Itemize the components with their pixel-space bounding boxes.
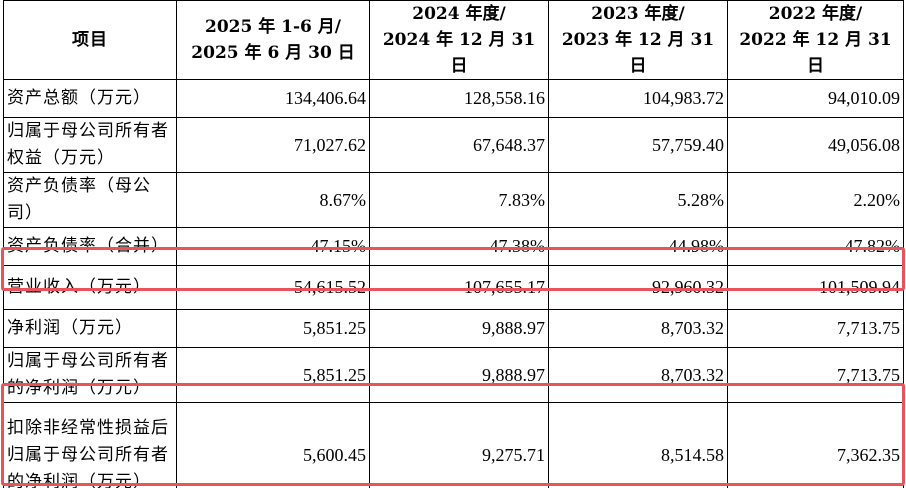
cell-2024: 9,888.97 <box>369 309 549 348</box>
cell-2023: 104,983.72 <box>548 79 728 118</box>
header-period-2025: 2025 年 1-6 月/ 2025 年 6 月 30 日 <box>176 0 370 80</box>
cell-2025: 47.15% <box>176 227 370 266</box>
table-row-net-profit: 净利润（万元） 5,851.25 9,888.97 8,703.32 7,713… <box>3 309 904 348</box>
cell-2023: 57,759.40 <box>548 117 728 173</box>
table-row-adjusted-parent-net-profit: 扣除非经常性损益后归属于母公司所有者的净利润（万元） 5,600.45 9,27… <box>3 402 904 488</box>
header-2024-line2: 2024 年 12 月 31 日 <box>382 30 536 76</box>
header-2023-line2: 2023 年 12 月 31 日 <box>561 30 715 76</box>
cell-2022: 101,509.94 <box>727 265 904 310</box>
cell-2022: 7,713.75 <box>727 347 904 403</box>
cell-2022: 7,713.75 <box>727 309 904 348</box>
cell-2024: 7.83% <box>369 172 549 228</box>
table-row-revenue: 营业收入（万元） 54,615.52 107,655.17 92,960.32 … <box>3 265 904 310</box>
table-row-parent-equity: 归属于母公司所有者权益（万元） 71,027.62 67,648.37 57,7… <box>3 117 904 173</box>
cell-2023: 8,514.58 <box>548 402 728 488</box>
header-2022-line1: 2022 年度/ <box>768 4 863 24</box>
cell-2022: 7,362.35 <box>727 402 904 488</box>
header-row: 项目 2025 年 1-6 月/ 2025 年 6 月 30 日 2024 年度… <box>3 0 904 80</box>
row-label: 归属于母公司所有者权益（万元） <box>3 117 177 173</box>
cell-2025: 54,615.52 <box>176 265 370 310</box>
table-row-total-assets: 资产总额（万元） 134,406.64 128,558.16 104,983.7… <box>3 79 904 118</box>
cell-2024: 9,888.97 <box>369 347 549 403</box>
cell-2023: 44.98% <box>548 227 728 266</box>
cell-2023: 5.28% <box>548 172 728 228</box>
header-period-2023: 2023 年度/ 2023 年 12 月 31 日 <box>548 0 728 80</box>
cell-2025: 134,406.64 <box>176 79 370 118</box>
header-2025-line2: 2025 年 6 月 30 日 <box>191 43 355 63</box>
cell-2023: 92,960.32 <box>548 265 728 310</box>
row-label: 资产负债率（母公司） <box>3 172 177 228</box>
cell-2025: 5,600.45 <box>176 402 370 488</box>
cell-2025: 5,851.25 <box>176 309 370 348</box>
cell-2025: 5,851.25 <box>176 347 370 403</box>
cell-2024: 47.38% <box>369 227 549 266</box>
cell-2025: 8.67% <box>176 172 370 228</box>
row-label: 净利润（万元） <box>3 309 177 348</box>
cell-2024: 67,648.37 <box>369 117 549 173</box>
header-period-2024: 2024 年度/ 2024 年 12 月 31 日 <box>369 0 549 80</box>
row-label: 资产总额（万元） <box>3 79 177 118</box>
table-row-debt-ratio-consolidated: 资产负债率（合并） 47.15% 47.38% 44.98% 47.82% <box>3 227 904 266</box>
header-2025-line1: 2025 年 1-6 月/ <box>205 17 341 37</box>
header-period-2022: 2022 年度/ 2022 年 12 月 31 日 <box>727 0 904 80</box>
header-item: 项目 <box>3 0 177 80</box>
header-2024-line1: 2024 年度/ <box>412 4 506 24</box>
cell-2022: 49,056.08 <box>727 117 904 173</box>
row-label: 归属于母公司所有者的净利润（万元） <box>3 347 177 403</box>
row-label: 营业收入（万元） <box>3 265 177 310</box>
cell-2024: 128,558.16 <box>369 79 549 118</box>
cell-2024: 107,655.17 <box>369 265 549 310</box>
row-label: 扣除非经常性损益后归属于母公司所有者的净利润（万元） <box>3 402 177 488</box>
header-2023-line1: 2023 年度/ <box>591 4 685 24</box>
cell-2022: 47.82% <box>727 227 904 266</box>
cell-2022: 94,010.09 <box>727 79 904 118</box>
cell-2022: 2.20% <box>727 172 904 228</box>
financial-data-table: 项目 2025 年 1-6 月/ 2025 年 6 月 30 日 2024 年度… <box>3 0 904 488</box>
header-2022-line2: 2022 年 12 月 31 日 <box>739 30 892 76</box>
cell-2025: 71,027.62 <box>176 117 370 173</box>
row-label: 资产负债率（合并） <box>3 227 177 266</box>
cell-2024: 9,275.71 <box>369 402 549 488</box>
cell-2023: 8,703.32 <box>548 347 728 403</box>
cell-2023: 8,703.32 <box>548 309 728 348</box>
table-row-parent-net-profit: 归属于母公司所有者的净利润（万元） 5,851.25 9,888.97 8,70… <box>3 347 904 403</box>
table-row-debt-ratio-parent: 资产负债率（母公司） 8.67% 7.83% 5.28% 2.20% <box>3 172 904 228</box>
